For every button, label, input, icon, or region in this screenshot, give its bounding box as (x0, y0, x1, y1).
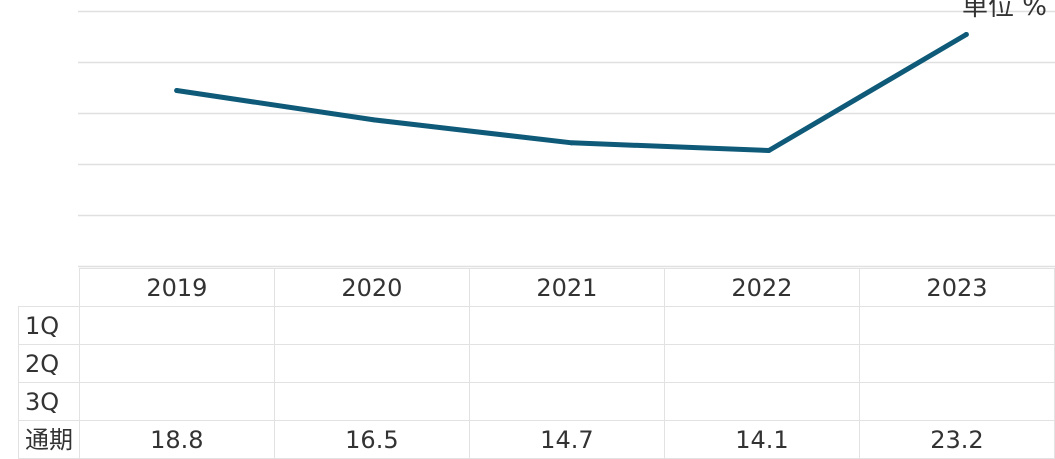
year-header-2021: 2021 (468, 268, 665, 307)
series-line-0 (174, 32, 969, 153)
table-row-full-year: 通期 18.8 16.5 14.7 14.1 23.2 (18, 420, 1055, 459)
table-cell (273, 306, 470, 345)
table-row-3q: 3Q (18, 382, 1055, 421)
full-year-value: 18.8 (78, 420, 275, 459)
table-cell (663, 382, 860, 421)
row-label-full-year: 通期 (18, 420, 80, 459)
data-point-2021 (569, 140, 574, 146)
table-cell (78, 382, 275, 421)
data-point-2022 (766, 147, 772, 153)
table-corner-cell (18, 268, 80, 307)
year-header-2023: 2023 (858, 268, 1055, 307)
full-year-value: 23.2 (858, 420, 1055, 459)
table-cell (78, 306, 275, 345)
table-cell (468, 306, 665, 345)
table-header-row: 2019 2020 2021 2022 2023 (18, 268, 1055, 307)
data-table: 2019 2020 2021 2022 2023 1Q 2Q 3Q (18, 268, 1055, 459)
table-cell (273, 344, 470, 383)
line-chart (78, 10, 1055, 268)
year-header-2019: 2019 (78, 268, 275, 307)
row-label-2q: 2Q (18, 344, 80, 383)
unit-label: 単位 % (962, 0, 1047, 22)
table-cell (663, 306, 860, 345)
table-cell (468, 382, 665, 421)
table-cell (273, 382, 470, 421)
table-cell (663, 344, 860, 383)
series-layer (174, 31, 969, 153)
data-point-2023 (963, 31, 969, 37)
gridlines (78, 10, 1055, 268)
year-header-2022: 2022 (663, 268, 860, 307)
table-cell (78, 344, 275, 383)
row-label-1q: 1Q (18, 306, 80, 345)
table-cell (858, 382, 1055, 421)
full-year-value: 14.7 (468, 420, 665, 459)
full-year-value: 16.5 (273, 420, 470, 459)
table-row-2q: 2Q (18, 344, 1055, 383)
table-cell (468, 344, 665, 383)
row-label-3q: 3Q (18, 382, 80, 421)
table-cell (858, 306, 1055, 345)
data-point-2019 (174, 88, 180, 94)
year-header-2020: 2020 (273, 268, 470, 307)
data-point-2020 (371, 117, 377, 123)
table-cell (858, 344, 1055, 383)
full-year-value: 14.1 (663, 420, 860, 459)
table-row-1q: 1Q (18, 306, 1055, 345)
